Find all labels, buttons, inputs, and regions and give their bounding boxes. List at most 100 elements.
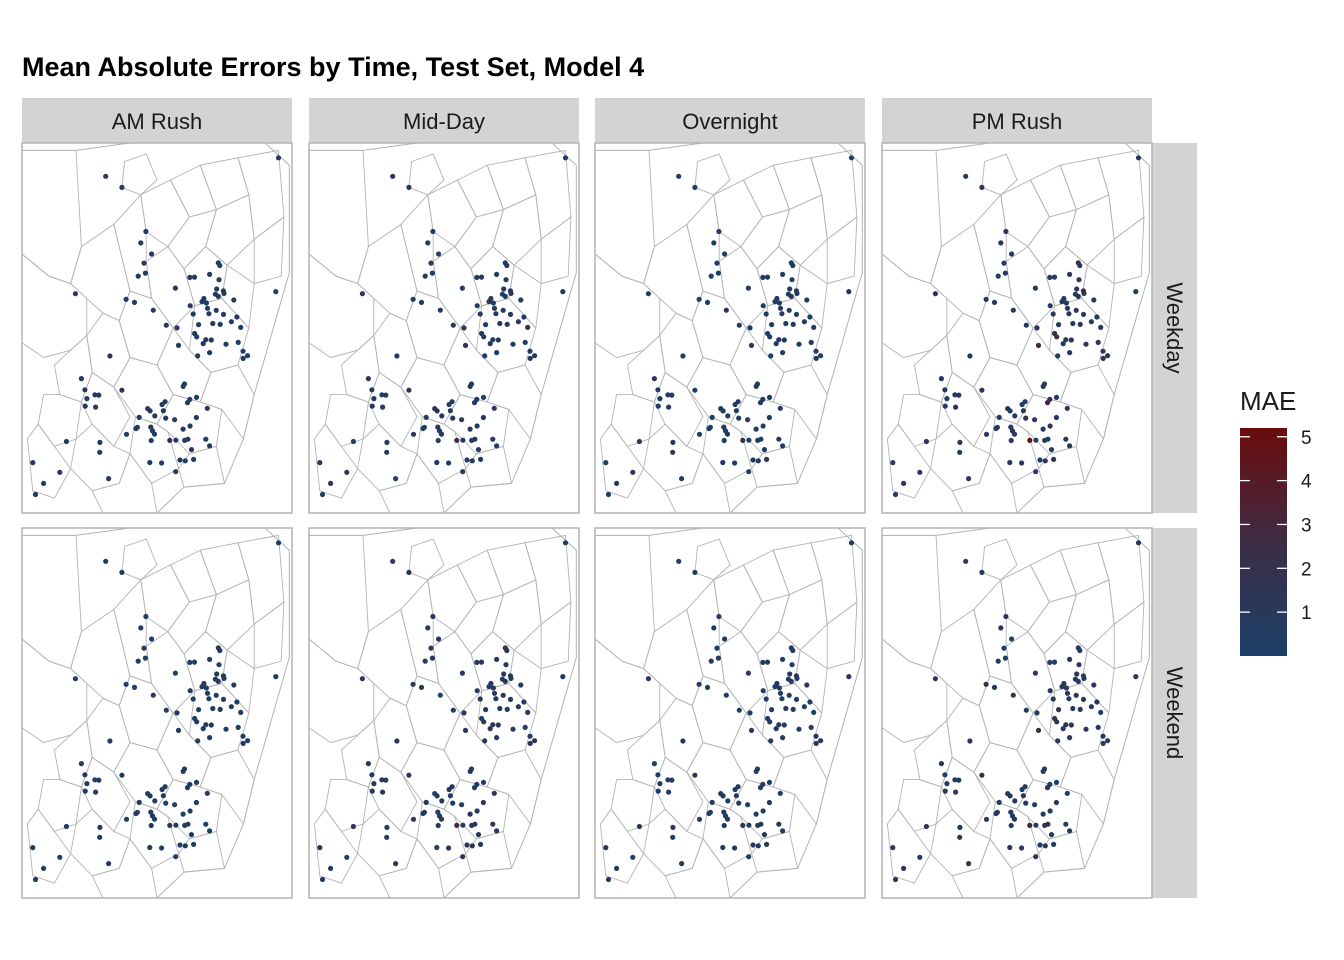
station-point [369,387,375,393]
station-point [764,841,770,847]
station-point [1100,733,1106,739]
station-point [1048,447,1055,453]
station-point [692,569,698,575]
station-point [1073,692,1079,698]
station-point [507,673,513,679]
station-point [425,625,431,631]
station-point [1095,724,1101,730]
station-point [760,423,766,429]
station-point [725,798,731,804]
station-point [454,437,460,443]
station-point [785,291,791,297]
facet-panels: AM Rush Mid-Day Overnight PM Rush Weekday Wee… [21,98,1197,899]
station-point [808,339,814,345]
station-point [979,569,985,575]
station-point [72,676,78,682]
station-point [938,761,944,767]
station-point [497,320,503,327]
tract-polygon [540,216,572,285]
station-point [1059,299,1065,305]
station-point [181,766,188,772]
station-point [732,845,738,851]
station-point [123,816,130,822]
station-point [464,842,470,848]
station-point [410,681,416,687]
station-point [680,738,686,744]
station-point [106,861,112,867]
station-point [97,449,103,455]
station-point [235,724,241,730]
station-point [993,810,999,817]
station-point [1032,670,1038,676]
station-point [736,415,742,421]
station-point [983,431,990,437]
station-point [636,823,642,830]
station-point [722,636,728,642]
station-point [807,699,813,705]
station-point [214,671,220,677]
station-point [720,459,726,466]
station-point [1052,715,1058,722]
tract-polygon [313,808,359,884]
station-point [30,845,36,851]
station-points [317,155,569,498]
station-point [527,355,533,361]
station-point [746,469,752,475]
station-point [216,277,222,283]
station-point [1047,688,1053,694]
station-point [790,647,796,654]
station-point [159,845,165,851]
station-point [187,396,193,402]
station-point [208,337,214,343]
row-strip: Weekday [1152,143,1197,513]
panel-border [21,527,293,899]
station-point [217,647,223,654]
station-point [438,816,445,822]
station-point [723,307,729,313]
station-point [394,353,400,359]
station-point [998,625,1004,631]
station-point [1064,690,1071,696]
panel-border [21,142,293,514]
station-point [119,387,125,393]
station-point [956,392,962,398]
station-point [172,285,178,291]
station-point [758,821,764,827]
station-point [163,322,169,328]
legend-title: MAE [1240,386,1296,416]
station-point [979,772,985,778]
station-point [196,322,202,328]
station-point [185,821,191,827]
station-point [199,684,205,690]
station-point [148,822,154,829]
tract-polygon [178,445,226,488]
station-point [993,425,999,432]
station-point [147,793,153,799]
station-point [967,738,973,744]
station-point [187,303,193,309]
station-point [480,799,486,806]
station-point [527,348,533,354]
station-point [560,674,566,680]
panel-border [308,527,580,899]
station-point [1001,260,1007,266]
tract-polygon [313,423,359,499]
station-point [41,865,47,871]
station-point [1042,458,1048,464]
station-point [207,443,213,449]
station-point [500,692,506,698]
station-point [1063,722,1069,728]
tract-polygon [973,193,1013,300]
station-point [181,381,188,387]
station-point [97,834,103,840]
station-point [1105,738,1111,744]
station-point [478,456,484,462]
station-point [172,417,178,423]
station-point [720,844,726,851]
station-point [207,828,213,834]
station-point [97,824,103,830]
legend-tick-label: 1 [1301,603,1312,624]
station-point [1050,696,1056,702]
station-point [93,789,99,795]
station-point [160,408,166,414]
